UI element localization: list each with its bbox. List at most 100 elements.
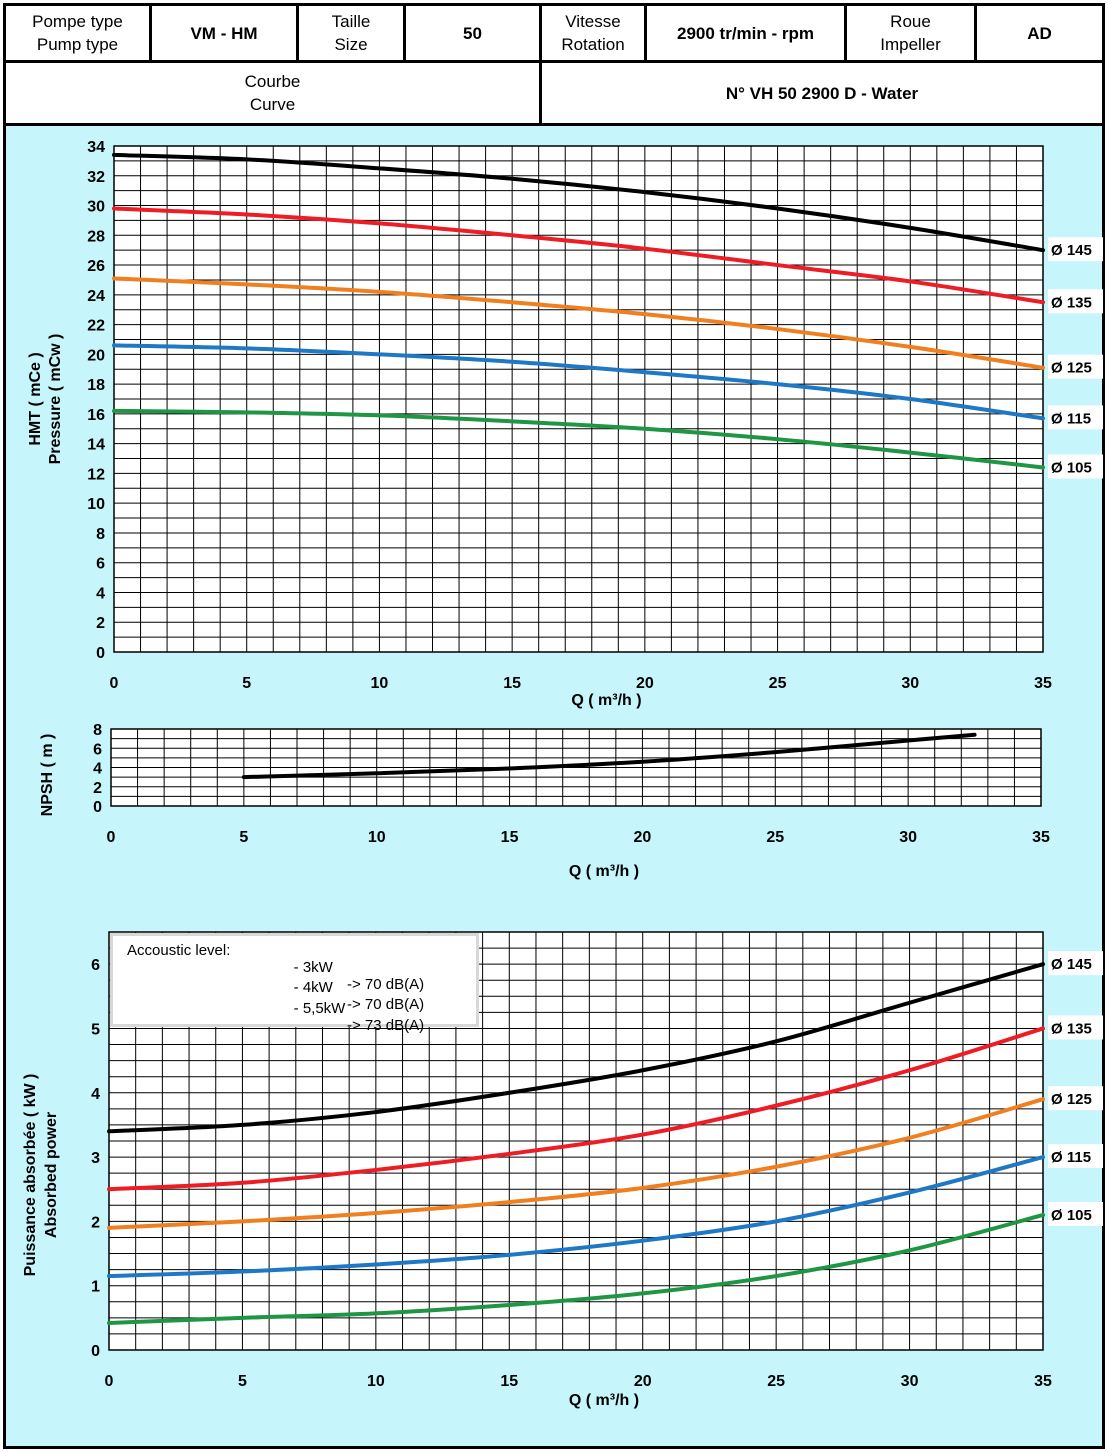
power-diameter-label-bg	[1048, 1015, 1103, 1040]
hmt-x-tick-label: 30	[901, 675, 919, 692]
npsh-x-tick-label: 25	[766, 829, 784, 846]
power-x-axis-label: Q ( m³/h )	[569, 1392, 639, 1409]
hmt-y-tick-label: 14	[87, 437, 105, 454]
acoustic-level-box: Accoustic level: - 3kW -> 70 dB(A) - 4kW…	[110, 933, 479, 1034]
npsh-x-tick-label: 20	[634, 829, 652, 846]
hmt-x-tick-label: 20	[636, 675, 654, 692]
npsh-x-tick-label: 10	[368, 829, 386, 846]
hmt-diameter-label: Ø 145	[1051, 242, 1092, 259]
speed-label: Vitesse Rotation	[539, 3, 647, 63]
hmt-diameter-label-bg	[1048, 405, 1103, 430]
npsh-plot-frame	[110, 728, 1042, 807]
hmt-diameter-label: Ø 105	[1051, 459, 1092, 476]
hmt-curve-115	[112, 343, 1045, 421]
hmt-curve-125	[112, 276, 1045, 370]
hmt-plot-frame	[113, 145, 1044, 653]
power-x-tick-label: 30	[901, 1373, 919, 1390]
power-x-tick-label: 20	[634, 1373, 652, 1390]
impeller-label-en: Impeller	[880, 35, 941, 54]
hmt-x-tick-label: 35	[1034, 675, 1052, 692]
size-label-en: Size	[334, 35, 368, 54]
power-x-tick-label: 5	[238, 1373, 247, 1390]
npsh-x-tick-label: 15	[501, 829, 519, 846]
npsh-x-tick-label: 30	[899, 829, 917, 846]
power-curve-105	[107, 1212, 1045, 1325]
hmt-diameter-label: Ø 135	[1051, 294, 1092, 311]
power-x-tick-label: 15	[500, 1373, 518, 1390]
power-plot-frame	[108, 931, 1044, 1351]
power-diameter-label: Ø 135	[1051, 1020, 1092, 1037]
hmt-y-tick-label: 2	[96, 615, 105, 632]
power-diameter-label: Ø 115	[1051, 1149, 1091, 1166]
power-diameter-label: Ø 105	[1051, 1207, 1092, 1224]
hmt-x-tick-label: 25	[769, 675, 787, 692]
size-value: 50	[403, 3, 542, 63]
npsh-x-axis-label: Q ( m³/h )	[569, 863, 639, 880]
hmt-y-tick-label: 6	[96, 556, 105, 573]
power-y-tick-label: 3	[91, 1150, 100, 1167]
acoustic-power: - 5,5kW	[293, 1000, 346, 1017]
power-y-tick-label: 0	[91, 1343, 100, 1360]
hmt-diameter-label-bg	[1048, 454, 1103, 479]
power-y-tick-label: 6	[91, 957, 100, 974]
acoustic-level: -> 70 dB(A)	[347, 976, 425, 993]
hmt-y-tick-label: 32	[87, 169, 105, 186]
hmt-x-tick-label: 5	[242, 675, 251, 692]
hmt-y-tick-label: 34	[87, 139, 105, 156]
power-diameter-label-bg	[1048, 1086, 1103, 1111]
hmt-y-tick-label: 12	[87, 466, 105, 483]
hmt-x-tick-label: 10	[371, 675, 389, 692]
power-x-tick-label: 10	[367, 1373, 385, 1390]
power-diameter-label: Ø 125	[1051, 1091, 1092, 1108]
power-diameter-label: Ø 145	[1051, 956, 1092, 973]
hmt-y-tick-label: 10	[87, 496, 105, 513]
pump-type-label-en: Pump type	[36, 35, 119, 54]
hmt-curve-145	[112, 152, 1045, 253]
acoustic-level: -> 70 dB(A)	[347, 996, 425, 1013]
hmt-diameter-label: Ø 125	[1051, 360, 1092, 377]
power-diameter-label-bg	[1048, 951, 1103, 976]
power-y-tick-label: 1	[91, 1279, 100, 1296]
acoustic-level: -> 73 dB(A)	[347, 1017, 425, 1034]
hmt-x-axis-label: Q ( m³/h )	[571, 692, 641, 709]
npsh-y-tick-label: 4	[93, 761, 102, 778]
npsh-y-tick-label: 8	[93, 722, 102, 739]
hmt-y-tick-label: 18	[87, 377, 105, 394]
curve-label-en: Curve	[249, 95, 296, 114]
curve-label-fr: Courbe	[244, 72, 301, 91]
hmt-x-tick-label: 15	[503, 675, 521, 692]
hmt-diameter-label: Ø 115	[1051, 410, 1091, 427]
impeller-label-fr: Roue	[890, 12, 931, 31]
hmt-diameter-label-bg	[1048, 237, 1103, 262]
power-curve-115	[107, 1155, 1045, 1279]
power-y-tick-label: 2	[91, 1214, 100, 1231]
npsh-y-tick-label: 0	[93, 799, 102, 816]
curve-id: N° VH 50 2900 D - Water	[539, 60, 1105, 126]
hmt-y-tick-label: 20	[87, 347, 105, 364]
acoustic-power: - 3kW	[293, 959, 333, 976]
power-y-tick-label: 5	[91, 1021, 100, 1038]
power-x-tick-label: 35	[1034, 1373, 1052, 1390]
hmt-y-tick-label: 16	[87, 407, 105, 424]
pump-type-label: Pompe type Pump type	[3, 3, 152, 63]
power-curve-135	[107, 1026, 1045, 1192]
power-y-tick-label: 4	[91, 1086, 100, 1103]
npsh-x-tick-label: 5	[239, 829, 248, 846]
size-label-fr: Taille	[331, 12, 371, 31]
pump-type-label-fr: Pompe type	[32, 12, 123, 31]
hmt-y-tick-label: 30	[87, 199, 105, 216]
npsh-x-tick-label: 35	[1032, 829, 1050, 846]
acoustic-row: - 3kW -> 70 dB(A)	[277, 942, 424, 1010]
hmt-y-tick-label: 26	[87, 258, 105, 275]
hmt-y-tick-label: 8	[96, 526, 105, 543]
power-y-axis-label: Puissance absorbée ( kW )	[22, 1074, 39, 1277]
power-curve-125	[107, 1097, 1045, 1230]
speed-label-en: Rotation	[561, 35, 625, 54]
npsh-x-tick-label: 0	[107, 829, 116, 846]
curve-label: Courbe Curve	[3, 60, 542, 126]
hmt-y-tick-label: 22	[87, 318, 105, 335]
acoustic-title: Accoustic level:	[127, 942, 231, 959]
power-curve-145	[107, 962, 1045, 1134]
hmt-diameter-label-bg	[1048, 354, 1103, 379]
